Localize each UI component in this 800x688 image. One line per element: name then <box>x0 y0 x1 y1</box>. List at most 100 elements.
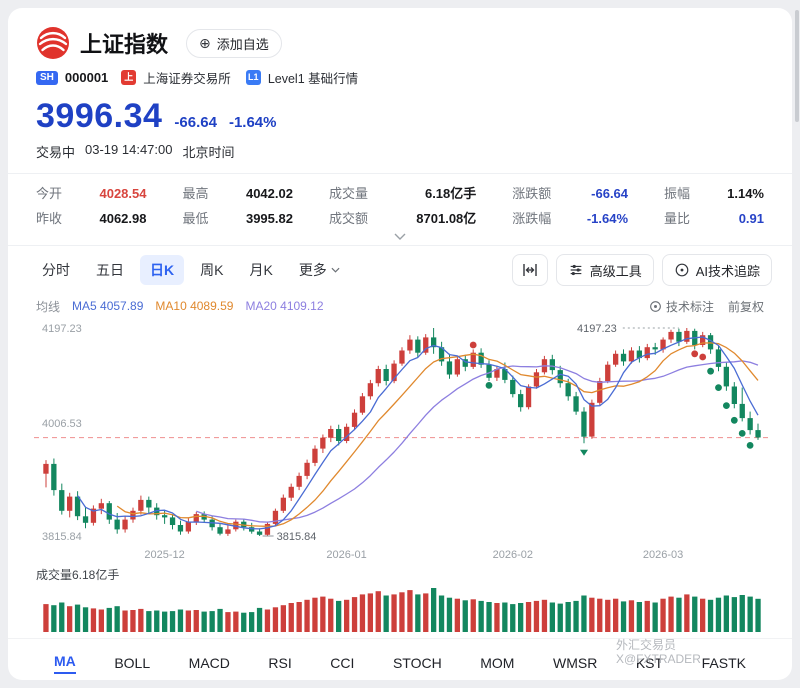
ma10-legend: MA10 4089.59 <box>155 299 234 313</box>
chart-toolbar: 分时 五日 日K 周K 月K 更多 高级工具 <box>8 246 792 292</box>
indicator-tabs: MA BOLL MACD RSI CCI STOCH MOM WMSR KST FASTK <box>8 638 792 677</box>
stats-grid: 今开 4028.54 最高 4042.02 成交量 6.18亿手 涨跌额 -66.64 振幅 1.… <box>8 174 792 229</box>
stat-cell: 昨收 4062.98 <box>36 210 146 227</box>
indicator-tab-WMSR[interactable]: WMSR <box>552 655 598 671</box>
period-tab-label: 周K <box>200 262 224 278</box>
volume-svg[interactable] <box>8 582 792 632</box>
price-row: 3996.34 -66.64 -1.64% <box>36 97 764 136</box>
svg-text:3815.84: 3815.84 <box>42 531 82 543</box>
ai-tracking-label: AI技术追踪 <box>695 263 760 279</box>
ma20-legend: MA20 4109.12 <box>245 299 324 313</box>
tech-annotation-toggle[interactable]: 技术标注 <box>649 298 714 315</box>
stat-value: 4028.54 <box>99 186 147 201</box>
stat-label: 量比 <box>664 211 691 226</box>
indicator-tab-MA[interactable]: MA <box>54 653 76 674</box>
divider <box>8 173 792 174</box>
adjust-mode-selector[interactable]: 前复权 <box>728 298 764 315</box>
market-status: 交易中 <box>36 145 76 160</box>
period-tab-label: 五日 <box>96 262 124 278</box>
quote-card: 上证指数 ⊕ 添加自选 SH 000001 上 上海证券交易所 L1 Level… <box>8 8 792 680</box>
svg-text:4197.23: 4197.23 <box>577 323 617 335</box>
advanced-tools-label: 高级工具 <box>589 263 642 279</box>
ma5-legend: MA5 4057.89 <box>72 299 144 313</box>
price-change-pct: -1.64% <box>228 114 277 131</box>
expand-stats-button[interactable] <box>8 229 792 243</box>
volume-chart[interactable] <box>8 582 792 632</box>
stat-cell: 涨跌额 -66.64 <box>512 185 628 202</box>
stat-cell: 成交量 6.18亿手 <box>329 185 476 202</box>
stat-cell: 今开 4028.54 <box>36 185 146 202</box>
svg-text:3815.84: 3815.84 <box>277 531 317 543</box>
indicator-tab-RSI[interactable]: RSI <box>268 655 292 671</box>
period-tab-更多[interactable]: 更多 <box>289 255 350 285</box>
exchange-name: 上海证券交易所 <box>143 72 231 86</box>
period-tab-周K[interactable]: 周K <box>190 255 233 285</box>
market-badge: SH <box>36 70 58 85</box>
add-watchlist-label: 添加自选 <box>216 36 269 52</box>
plus-circle-icon: ⊕ <box>199 35 211 51</box>
indicator-tab-CCI[interactable]: CCI <box>330 655 355 671</box>
period-tab-label: 更多 <box>298 262 327 278</box>
indicator-tab-BOLL[interactable]: BOLL <box>114 655 151 671</box>
stat-label: 涨跌幅 <box>512 211 552 226</box>
stat-value: 4042.02 <box>245 186 293 201</box>
svg-text:2025-12: 2025-12 <box>144 549 184 561</box>
svg-text:4006.53: 4006.53 <box>42 418 82 430</box>
exchange-badge-icon: 上 <box>121 70 137 85</box>
stat-value: 8701.08亿 <box>416 211 477 226</box>
ai-compass-icon <box>675 263 689 277</box>
period-tab-月K[interactable]: 月K <box>239 255 282 285</box>
chevron-down-icon <box>331 267 340 273</box>
quote-time: 03-19 14:47:00 <box>85 142 173 157</box>
indicator-tab-MACD[interactable]: MACD <box>188 655 230 671</box>
fit-width-button[interactable] <box>511 254 548 286</box>
period-tab-五日[interactable]: 五日 <box>86 255 134 285</box>
stat-label: 成交量 <box>328 186 368 201</box>
divider <box>8 245 792 246</box>
indicator-tab-KST[interactable]: KST <box>635 655 664 671</box>
stat-value: -66.64 <box>591 186 629 201</box>
tech-annotation-label: 技术标注 <box>665 299 714 314</box>
adjust-mode-label: 前复权 <box>727 299 764 314</box>
svg-text:2026-03: 2026-03 <box>643 549 683 561</box>
indicator-tab-STOCH[interactable]: STOCH <box>392 655 442 671</box>
period-tab-label: 月K <box>249 262 273 278</box>
advanced-tools-button[interactable]: 高级工具 <box>555 254 654 286</box>
svg-text:4197.23: 4197.23 <box>42 323 82 335</box>
scrollbar[interactable] <box>795 10 799 122</box>
stat-value: 1.14% <box>727 186 764 201</box>
period-tab-分时[interactable]: 分时 <box>32 255 80 285</box>
stat-cell: 涨跌幅 -1.64% <box>512 210 628 227</box>
indicator-tab-MOM[interactable]: MOM <box>480 655 515 671</box>
stat-label: 昨收 <box>36 211 63 226</box>
indicator-tab-FASTK[interactable]: FASTK <box>701 655 746 671</box>
ai-tracking-button[interactable]: AI技术追踪 <box>661 254 772 286</box>
stat-value: 0.91 <box>738 211 764 226</box>
candlestick-chart[interactable]: 4197.23 4006.53 3815.84 2025-12 2026-01 2026-… <box>8 316 792 564</box>
header: 上证指数 ⊕ 添加自选 SH 000001 上 上海证券交易所 L1 Level… <box>8 8 792 161</box>
fit-width-icon <box>522 264 537 276</box>
period-tab-日K[interactable]: 日K <box>140 255 185 285</box>
stat-label: 最低 <box>182 211 209 226</box>
period-tab-label: 分时 <box>42 262 70 278</box>
stat-value: -1.64% <box>586 211 629 226</box>
stat-value: 3995.82 <box>245 211 293 226</box>
stat-cell: 成交额 8701.08亿 <box>329 210 476 227</box>
stat-label: 涨跌额 <box>512 186 552 201</box>
volume-label: 成交量6.18亿手 <box>36 568 120 582</box>
stat-cell: 最高 4042.02 <box>182 185 292 202</box>
svg-text:2026-01: 2026-01 <box>326 549 366 561</box>
sliders-icon <box>570 264 582 276</box>
add-watchlist-button[interactable]: ⊕ 添加自选 <box>186 28 282 58</box>
market-status-row: 交易中 03-19 14:47:00 北京时间 <box>36 142 764 161</box>
stat-value: 4062.98 <box>99 211 147 226</box>
stat-cell: 量比 0.91 <box>664 210 764 227</box>
quote-level: Level1 基础行情 <box>267 72 359 86</box>
stat-label: 振幅 <box>664 186 691 201</box>
candlestick-svg[interactable]: 4197.23 4006.53 3815.84 2025-12 2026-01 2026-… <box>8 316 792 564</box>
level-badge-icon: L1 <box>245 70 261 85</box>
stat-label: 最高 <box>182 186 209 201</box>
ma-legend: 均线 MA5 4057.89 MA10 4089.59 MA20 4109.12… <box>8 292 792 314</box>
svg-text:2026-02: 2026-02 <box>493 549 533 561</box>
stat-cell: 最低 3995.82 <box>182 210 292 227</box>
